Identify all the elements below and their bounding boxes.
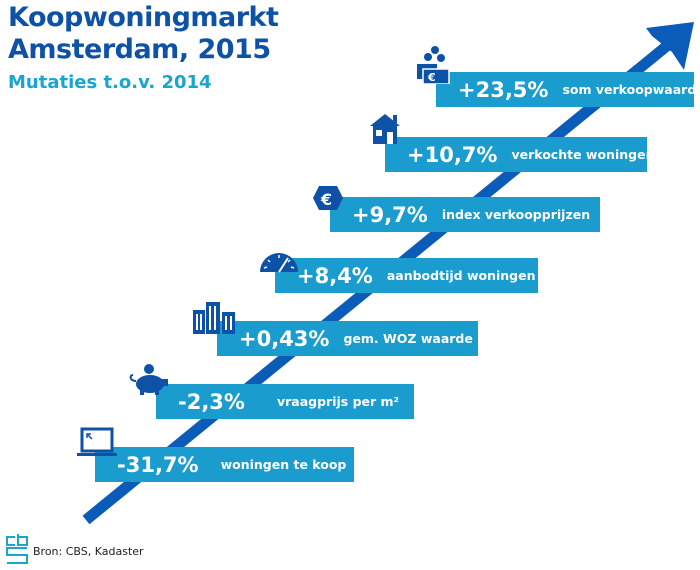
stat-label: woningen te koop [220, 457, 347, 472]
laptop-icon [77, 427, 117, 456]
stat-value: +0,43% [239, 326, 330, 351]
stat-label: aanbodtijd woningen [386, 268, 536, 283]
arrow-head-icon [646, 22, 694, 70]
stat-label: verkochte woningen [511, 147, 655, 162]
stat-box: +9,7% index verkoopprijzen [330, 197, 600, 232]
house-icon [370, 114, 400, 144]
svg-text:€: € [427, 71, 436, 84]
stat-value: +23,5% [458, 77, 549, 102]
stat-box: +8,4% aanbodtijd woningen [275, 258, 538, 293]
buildings-icon [193, 302, 235, 334]
piggy-bank-icon [129, 364, 168, 395]
title: Koopwoningmarkt Amsterdam, 2015 [8, 2, 279, 66]
stat-box: +0,43% gem. WOZ waarde [217, 321, 478, 356]
stat-value: -31,7% [117, 452, 199, 477]
stat-value: +8,4% [297, 263, 373, 288]
source-note: Bron: CBS, Kadaster [33, 545, 144, 558]
gauge-icon [260, 253, 298, 273]
title-line-1: Koopwoningmarkt [8, 2, 279, 33]
stat-box: -2,3% vraagprijs per m² [156, 384, 414, 419]
money-icon: € [417, 46, 450, 84]
stat-box: +10,7% verkochte woningen [385, 137, 654, 172]
euro-icon: € [313, 186, 343, 210]
subtitle: Mutaties t.o.v. 2014 [8, 72, 212, 93]
stat-value: -2,3% [178, 389, 245, 414]
title-line-2: Amsterdam, 2015 [8, 34, 271, 65]
stat-label: som verkoopwaarde [562, 82, 700, 97]
cbs-logo [6, 534, 28, 564]
stat-value: +9,7% [352, 202, 428, 227]
stat-label: gem. WOZ waarde [343, 331, 473, 346]
stat-box: +23,5% som verkoopwaarde [436, 72, 700, 107]
stat-label: vraagprijs per m² [276, 394, 400, 409]
stat-label: index verkoopprijzen [441, 207, 591, 222]
stat-value: +10,7% [407, 142, 498, 167]
svg-text:€: € [320, 190, 332, 209]
stat-box: -31,7% woningen te koop [95, 447, 354, 482]
